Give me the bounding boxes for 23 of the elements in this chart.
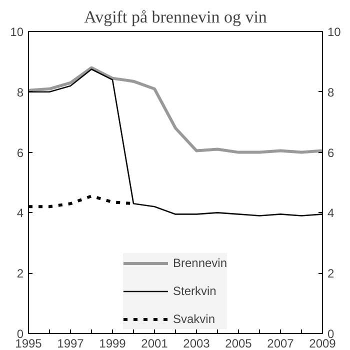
legend-label: Brennevin (172, 256, 228, 270)
y-tick-label: 4 (16, 206, 24, 220)
y-tick-label: 2 (16, 266, 24, 281)
y-tick-label: 8 (16, 85, 24, 100)
chart-title: Avgift på brennevin og vin (84, 8, 268, 26)
x-tick-label: 2001 (141, 336, 168, 350)
x-tick-label: 2005 (225, 336, 252, 350)
y-tick-label: 10 (10, 25, 24, 39)
y2-tick-label: 6 (328, 146, 334, 160)
x-tick-label: 2007 (267, 336, 294, 350)
y2-tick-label: 8 (328, 85, 334, 100)
x-tick-label: 2009 (309, 336, 336, 350)
x-tick-label: 1995 (15, 336, 42, 350)
legend-label: Svakvin (172, 312, 216, 326)
x-tick-label: 1999 (99, 336, 126, 350)
y-tick-label: 6 (16, 146, 24, 160)
y2-tick-label: 4 (328, 206, 334, 220)
y2-tick-label: 10 (328, 25, 342, 39)
y2-tick-label: 2 (328, 266, 334, 281)
x-tick-label: 2003 (183, 336, 210, 350)
x-tick-label: 1997 (57, 336, 84, 350)
line-series (28, 66, 322, 154)
legend-label: Sterkvin (172, 284, 216, 298)
